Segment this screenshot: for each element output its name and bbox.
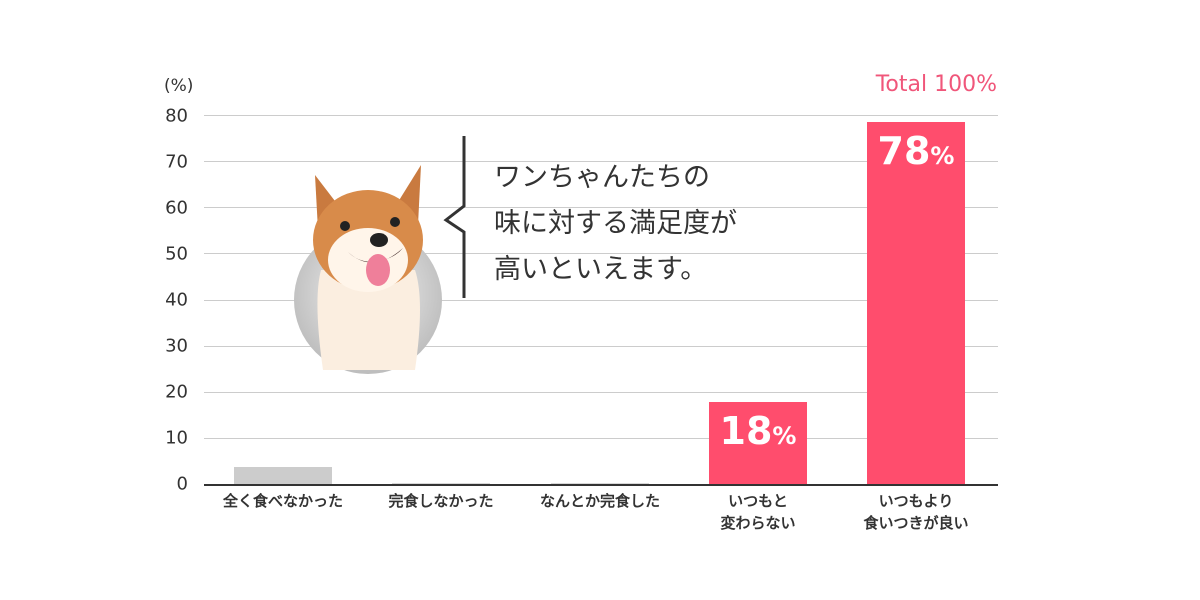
y-tick: 50 (165, 243, 188, 265)
total-label: Total 100% (875, 72, 997, 97)
y-tick: 80 (165, 105, 188, 127)
bar-value-label: 78% (877, 129, 955, 173)
x-label: いつもより 食いつきが良い (863, 492, 969, 532)
y-tick: 40 (165, 289, 188, 311)
x-label: なんとか完食した (539, 492, 660, 510)
y-tick: 30 (165, 335, 188, 357)
plot-area: 18% 78% (204, 115, 998, 486)
callout-text: ワンちゃんたちの 味に対する満足度が 高いといえます。 (494, 162, 737, 285)
y-tick: 10 (165, 427, 188, 449)
gridline (204, 161, 998, 162)
bar-3: 18% (709, 402, 807, 485)
shiba-dog-icon (294, 165, 442, 374)
y-axis-unit: (%) (164, 76, 194, 96)
bar-value-label: 18% (719, 409, 797, 453)
x-label: いつもと 変わらない (720, 492, 796, 532)
gridline (204, 207, 998, 208)
gridline (204, 253, 998, 254)
gridline (204, 115, 998, 116)
gridline (204, 346, 998, 347)
x-label: 完食しなかった (388, 492, 494, 510)
x-axis-line (204, 484, 998, 486)
gridline (204, 438, 998, 439)
gridline (204, 300, 998, 301)
speech-bracket-icon (443, 136, 466, 298)
y-tick: 60 (165, 197, 188, 219)
bar-0 (234, 467, 332, 485)
x-label: 全く食べなかった (222, 492, 343, 510)
y-tick: 0 (176, 473, 188, 495)
bar-4: 78% (867, 122, 965, 485)
gridline (204, 392, 998, 393)
y-tick: 20 (165, 381, 188, 403)
y-tick: 70 (165, 151, 188, 173)
